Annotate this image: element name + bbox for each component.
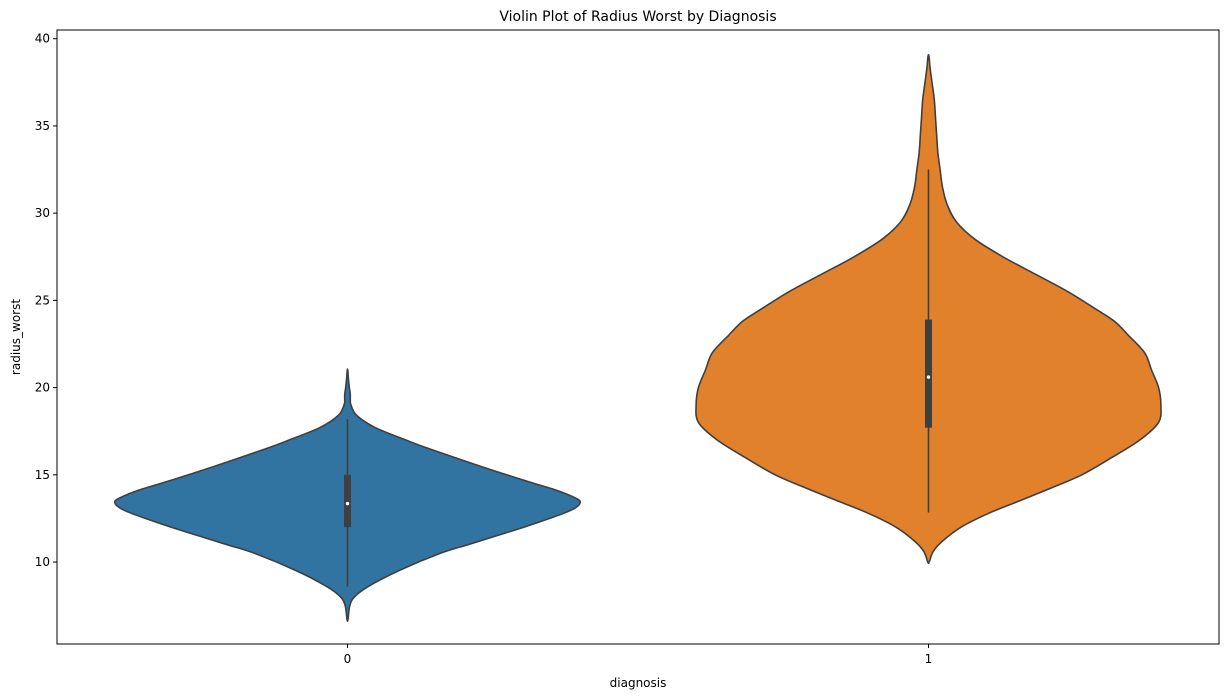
y-tick-label: 20 bbox=[35, 381, 50, 395]
y-axis-label: radius_worst bbox=[9, 299, 23, 375]
x-tick-label: 1 bbox=[925, 652, 933, 666]
plot-frame bbox=[56, 29, 1220, 645]
y-axis: 10 15 20 25 30 35 40 bbox=[35, 32, 57, 569]
x-tick-label: 0 bbox=[344, 652, 352, 666]
iqr-box-0 bbox=[344, 474, 351, 528]
y-tick-label: 35 bbox=[35, 119, 50, 133]
x-axis-label: diagnosis bbox=[610, 676, 667, 690]
median-point-1 bbox=[926, 375, 931, 379]
iqr-box-1 bbox=[925, 319, 932, 428]
median-point-0 bbox=[345, 501, 350, 506]
y-tick-label: 15 bbox=[35, 468, 50, 482]
violins bbox=[113, 53, 1162, 623]
y-tick-label: 40 bbox=[35, 32, 50, 46]
y-tick-label: 25 bbox=[35, 293, 50, 307]
y-tick-label: 30 bbox=[35, 206, 50, 220]
chart-title: Violin Plot of Radius Worst by Diagnosis bbox=[499, 9, 776, 25]
y-tick-label: 10 bbox=[35, 555, 50, 569]
